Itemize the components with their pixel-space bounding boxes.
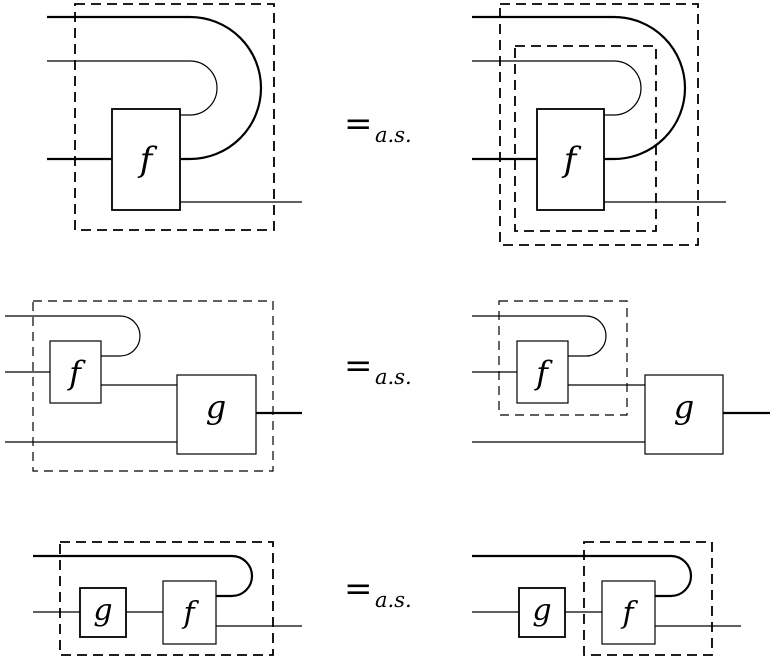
equals-as-2: = a.s. — [344, 346, 412, 389]
box-label-g: g — [532, 593, 551, 628]
equals-as-1: = a.s. — [344, 104, 412, 147]
wire — [472, 60, 642, 116]
wire — [472, 315, 607, 357]
morphism-box-g — [176, 374, 257, 455]
equation-1: f = a.s. f — [47, 3, 726, 246]
morphism-box-g — [644, 374, 724, 455]
wire — [47, 60, 218, 116]
dashed-region-outer — [499, 3, 699, 246]
equation-3-left-diagram: g f — [33, 541, 302, 656]
morphism-box-g — [518, 587, 566, 638]
equals-subscript: a.s. — [375, 123, 412, 147]
equals-symbol: = — [344, 569, 373, 609]
dashed-region — [74, 3, 275, 231]
wire — [472, 554, 693, 598]
morphism-box-f — [601, 580, 656, 645]
equals-subscript: a.s. — [375, 588, 412, 612]
dashed-region — [498, 300, 628, 416]
equals-symbol: = — [344, 104, 373, 144]
morphism-box-f — [111, 108, 181, 211]
equation-1-left-diagram: f — [47, 3, 302, 231]
wire — [5, 315, 141, 357]
wire — [472, 15, 687, 161]
box-label-g: g — [674, 388, 694, 426]
box-label-g: g — [93, 593, 112, 628]
morphism-box-f — [162, 580, 217, 645]
dashed-region-inner — [514, 45, 657, 232]
morphism-box-g — [79, 587, 127, 638]
equals-symbol: = — [344, 346, 373, 386]
morphism-box-f — [516, 340, 569, 404]
equation-2-left-diagram: f g — [5, 300, 302, 472]
morphism-box-f — [49, 340, 102, 404]
equation-3-right-diagram: g f — [472, 541, 741, 656]
morphism-box-f — [536, 108, 605, 211]
equation-2-right-diagram: f g — [472, 300, 770, 455]
equation-3: g f = a.s. g f — [33, 541, 741, 656]
equals-subscript: a.s. — [375, 365, 412, 389]
equation-2: f g = a.s. f g — [5, 300, 770, 472]
wire — [47, 15, 263, 161]
dashed-region — [59, 541, 274, 656]
dashed-region — [583, 541, 713, 656]
equals-as-3: = a.s. — [344, 569, 412, 612]
wire — [33, 554, 254, 598]
dashed-region — [32, 300, 274, 472]
box-label-g: g — [206, 388, 226, 426]
equation-1-right-diagram: f — [472, 3, 726, 246]
